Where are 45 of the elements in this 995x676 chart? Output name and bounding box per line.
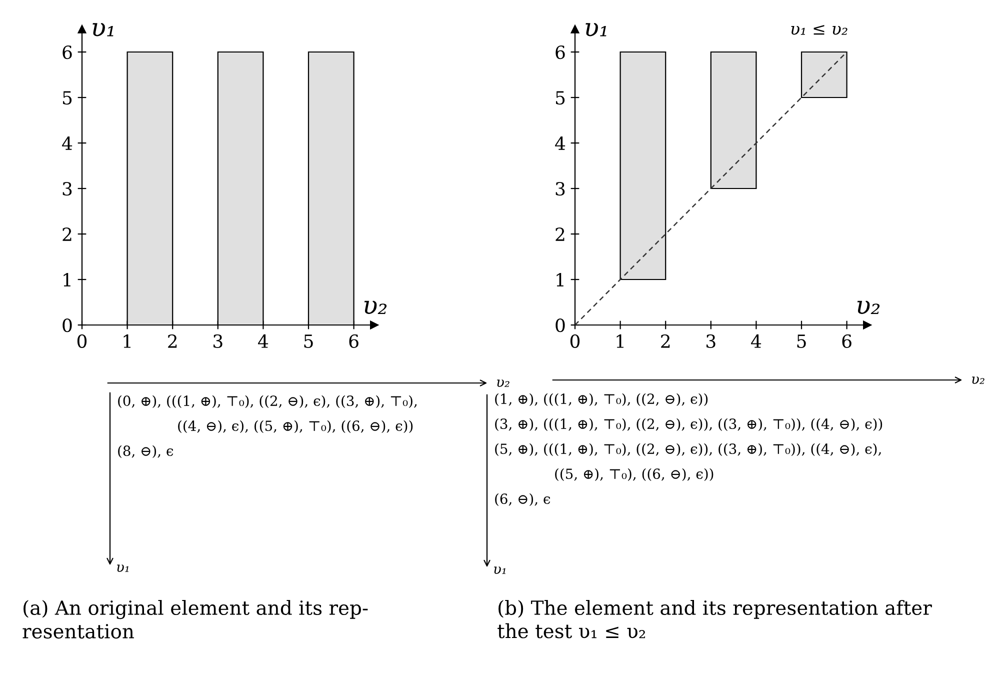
y-tick-label: 2 xyxy=(62,227,72,241)
x-tick-label: 1 xyxy=(616,334,624,348)
text: (8, ⊖), ϵ xyxy=(118,445,174,458)
y-tick-label: 6 xyxy=(62,45,72,60)
x-axis-title: υ₂ xyxy=(857,300,880,314)
text: (5, ⊕), (((1, ⊕), ⊤₀), ((2, ⊖), ϵ)), ((3, ⊕), ⊤₀)), ((4, ⊖), ϵ), ((5, ⊕), ⊤₀), ((6, ⊖), ϵ)) xyxy=(495,443,881,481)
x-tick-label: 5 xyxy=(797,334,806,348)
y-axis-title: υ₁ xyxy=(586,23,606,36)
x-tick-label: 4 xyxy=(258,334,268,348)
x-tick-label: 0 xyxy=(570,334,580,348)
y-tick-label: 1 xyxy=(556,272,564,286)
y-tick-label: 6 xyxy=(556,45,565,60)
text: υ₂ xyxy=(497,380,510,387)
y-tick-label: 5 xyxy=(63,91,72,105)
y-tick-label: 5 xyxy=(556,91,565,105)
annotation: υ₁ ≤ υ₂ xyxy=(791,24,848,35)
text: υ₂ xyxy=(972,376,984,384)
text: (1, ⊕), (((1, ⊕), ⊤₀), ((2, ⊖), ϵ)) xyxy=(495,393,708,406)
text: (6, ⊖), ϵ xyxy=(495,493,550,506)
y-tick-label: 4 xyxy=(555,136,566,150)
text: υ₁ xyxy=(117,564,128,572)
text: (b) The element and its representation after the test υ₁ ≤ υ₂ xyxy=(498,600,932,638)
x-tick-label: 0 xyxy=(77,334,87,348)
x-tick-label: 4 xyxy=(751,334,762,348)
y-tick-label: 2 xyxy=(556,227,564,241)
y-tick-label: 4 xyxy=(62,136,72,150)
y-tick-label: 3 xyxy=(556,182,565,196)
text: (a) An original element and its rep- resentation xyxy=(22,600,368,639)
x-axis-title: υ₂ xyxy=(364,300,387,314)
x-tick-label: 1 xyxy=(124,334,130,348)
y-axis-title: υ₁ xyxy=(92,23,114,36)
y-tick-label: 3 xyxy=(62,182,72,196)
y-tick-label: 0 xyxy=(556,318,565,332)
x-tick-label: 3 xyxy=(706,334,716,348)
x-tick-label: 6 xyxy=(842,334,852,348)
x-tick-label: 3 xyxy=(214,334,222,348)
text: (0, ⊕), (((1, ⊕), ⊤₀), ((2, ⊖), ϵ), ((3, ⊕), ⊤₀), ((4, ⊖), ϵ), ((5, ⊕), ⊤₀), ((6, ⊖), ϵ)) xyxy=(118,395,417,433)
x-tick-label: 2 xyxy=(661,334,670,348)
x-tick-label: 5 xyxy=(304,334,313,348)
text: (3, ⊕), (((1, ⊕), ⊤₀), ((2, ⊖), ϵ)), ((3, ⊕), ⊤₀)), ((4, ⊖), ϵ)) xyxy=(495,418,882,431)
x-tick-label: 2 xyxy=(168,334,177,348)
y-tick-label: 0 xyxy=(62,318,72,332)
text: υ₁ xyxy=(494,566,506,574)
x-tick-label: 6 xyxy=(349,334,358,348)
y-tick-label: 1 xyxy=(64,272,70,286)
